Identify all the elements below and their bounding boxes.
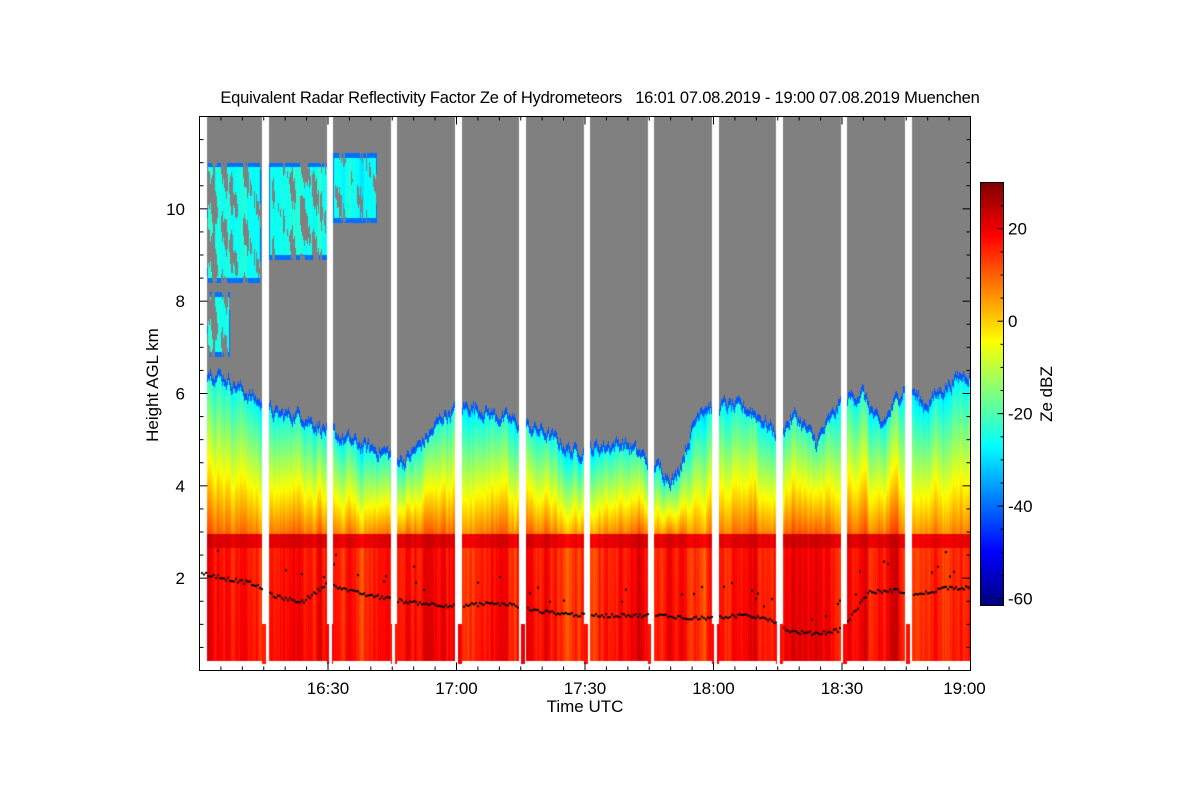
colorbar-tick-label: -60: [1008, 590, 1033, 609]
y-tick-label: 4: [176, 477, 185, 496]
colorbar-tick-label: -40: [1008, 497, 1033, 516]
reflectivity-heatmap: [199, 116, 970, 670]
y-tick-label: 10: [166, 200, 185, 219]
colorbar-title: Ze dBZ: [1037, 366, 1056, 422]
colorbar-tick-label: -20: [1008, 405, 1033, 424]
x-tick-label: 19:00: [943, 679, 986, 698]
chart-title: Equivalent Radar Reflectivity Factor Ze …: [220, 89, 980, 107]
y-tick-label: 2: [176, 569, 185, 588]
x-tick-label: 18:00: [692, 679, 735, 698]
x-tick-label: 17:30: [564, 679, 607, 698]
y-tick-label: 8: [176, 292, 185, 311]
y-tick-label: 6: [176, 385, 185, 404]
colorbar-tick-label: 20: [1008, 220, 1027, 239]
colorbar: [980, 182, 1003, 605]
x-tick-label: 17:00: [435, 679, 478, 698]
x-tick-label: 16:30: [307, 679, 350, 698]
y-axis-title: Height AGL km: [143, 328, 162, 442]
x-axis-title: Time UTC: [547, 697, 624, 716]
colorbar-tick-label: 0: [1008, 312, 1017, 331]
x-tick-label: 18:30: [821, 679, 864, 698]
